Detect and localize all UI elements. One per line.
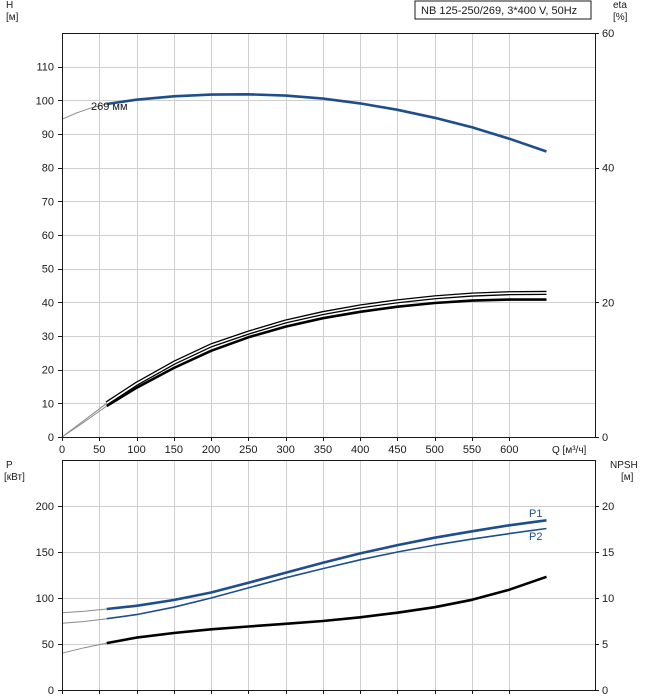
x-tick-label: 250 [239, 444, 257, 456]
y2-tick-label: 10 [602, 593, 614, 605]
series-0-1-inner [106, 292, 547, 404]
frame-layer [58, 33, 599, 694]
curve-layer [61, 93, 547, 654]
x-tick-label: 0 [59, 444, 65, 456]
series-1-1-line [106, 527, 547, 620]
y-tick-label: 10 [42, 398, 54, 410]
y2-tick-label: 40 [602, 163, 614, 175]
top-left-axis-title: H [6, 0, 13, 11]
x-tick-label: 200 [202, 444, 220, 456]
y-tick-label: 60 [42, 230, 54, 242]
x-tick-label: 450 [388, 444, 406, 456]
x-tick-label: 50 [93, 444, 105, 456]
y-tick-label: 70 [42, 196, 54, 208]
series-1-2-line [106, 575, 547, 645]
series-0-1-outline [105, 290, 547, 406]
x-axis-title: Q [м³/ч] [552, 445, 587, 456]
y2-tick-label: 20 [602, 297, 614, 309]
y-tick-label: 100 [36, 95, 54, 107]
top-right-axis-title: eta [613, 0, 627, 11]
bottom-right-axis-title: NPSH [610, 460, 638, 471]
y-tick-label: 50 [42, 639, 54, 651]
y-tick-label: 90 [42, 129, 54, 141]
impeller-diameter-label: 269 мм [91, 101, 128, 113]
x-tick-label: 150 [165, 444, 183, 456]
series-0-0-extrapolation [61, 103, 107, 120]
y-tick-label: 100 [36, 593, 54, 605]
series-0-0-line [106, 93, 547, 153]
y-tick-label: 50 [42, 264, 54, 276]
y-tick-label: 30 [42, 331, 54, 343]
x-tick-label: 300 [276, 444, 294, 456]
y-tick-label: 0 [48, 685, 54, 697]
bottom-left-axis-title: P [6, 460, 13, 471]
x-tick-label: 500 [426, 444, 444, 456]
y-tick-label: 110 [36, 62, 54, 74]
top-right-axis-unit: [%] [613, 12, 628, 23]
y2-tick-label: 0 [602, 685, 608, 697]
grid-layer [62, 33, 595, 690]
series-1-0-line [106, 519, 547, 611]
x-tick-label: 350 [314, 444, 332, 456]
y2-tick-label: 60 [602, 28, 614, 40]
y-tick-label: 0 [48, 432, 54, 444]
y2-tick-label: 5 [602, 639, 608, 651]
series-1-1-extrapolation [61, 618, 107, 624]
title-box [414, 0, 592, 20]
top-plot-frame [62, 33, 596, 438]
x-tick-label: 400 [351, 444, 369, 456]
y-tick-label: 40 [42, 297, 54, 309]
text-layer: 0102030405060708090100110020406080100050… [36, 28, 615, 697]
p1-curve-label: P1 [529, 508, 542, 520]
y2-tick-label: 15 [602, 547, 614, 559]
series-1-0-extrapolation [61, 608, 107, 614]
y2-tick-label: 20 [602, 501, 614, 513]
y2-tick-label: 0 [602, 432, 608, 444]
y-tick-label: 200 [36, 501, 54, 513]
bottom-plot-frame [62, 460, 596, 691]
bottom-right-axis-unit: [м] [621, 472, 634, 483]
x-tick-label: 100 [127, 444, 145, 456]
series-0-2-line [106, 298, 547, 408]
top-left-axis-unit: [м] [6, 12, 19, 23]
bottom-left-axis-unit: [кВт] [4, 472, 25, 483]
y-tick-label: 20 [42, 365, 54, 377]
y-tick-label: 80 [42, 163, 54, 175]
series-1-2-extrapolation [61, 642, 107, 654]
series-0-2-extrapolation [61, 405, 107, 438]
chart-title: NB 125-250/269, 3*400 V, 50Hz [421, 5, 577, 17]
x-tick-label: 550 [463, 444, 481, 456]
y-tick-label: 150 [36, 547, 54, 559]
x-tick-label: 600 [500, 444, 518, 456]
p2-curve-label: P2 [529, 531, 542, 543]
